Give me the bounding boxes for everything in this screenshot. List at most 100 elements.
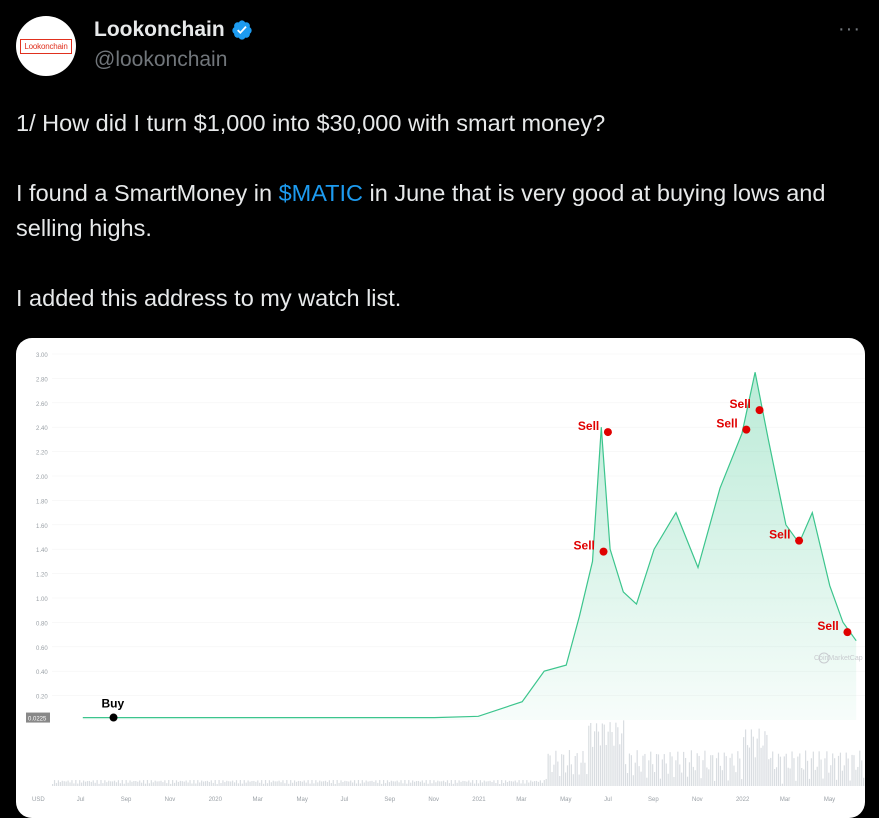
volume-bar: [710, 755, 712, 786]
volume-bar: [822, 778, 824, 786]
volume-bar: [592, 746, 594, 786]
volume-bar: [766, 734, 768, 786]
volume-bar: [772, 751, 774, 786]
more-options-icon[interactable]: ···: [838, 18, 861, 40]
volume-bar: [75, 780, 77, 786]
volume-bar: [141, 782, 143, 786]
volume-bar: [69, 782, 71, 786]
volume-bar: [381, 783, 383, 786]
cashtag-link[interactable]: $MATIC: [278, 180, 363, 206]
volume-bar: [268, 780, 270, 786]
x-tick-label: 2021: [472, 797, 486, 803]
volume-bar: [744, 729, 747, 786]
volume-bar: [580, 762, 582, 786]
volume-bar: [185, 780, 187, 786]
volume-bar: [640, 771, 642, 786]
series-line: [82, 372, 857, 719]
volume-bar: [384, 783, 387, 786]
volume-bar: [853, 755, 855, 786]
volume-bar: [274, 781, 276, 786]
volume-bar: [425, 780, 427, 786]
volume-bar: [417, 780, 420, 786]
volume-bar: [522, 780, 524, 786]
volume-bar: [297, 780, 300, 786]
volume-bar: [532, 781, 534, 786]
volume-bar: [468, 780, 470, 786]
volume-bar: [741, 779, 743, 786]
volume-bar: [636, 750, 638, 786]
volume-bar: [655, 754, 658, 786]
volume-bar: [491, 782, 493, 786]
volume-bar: [117, 780, 120, 786]
volume-bar: [142, 780, 145, 786]
watermark: CoinMarketCap: [814, 655, 863, 662]
volume-bar: [82, 780, 85, 786]
volume-bar: [253, 780, 255, 786]
x-tick-label: May: [560, 797, 571, 803]
volume-bar: [162, 782, 164, 786]
volume-bar: [441, 781, 443, 786]
volume-bar: [458, 780, 460, 786]
volume-bar: [673, 776, 675, 786]
volume-bar: [832, 753, 834, 786]
volume-bar: [55, 782, 58, 786]
volume-bar: [88, 780, 90, 786]
volume-bar: [247, 780, 249, 786]
volume-bar: [499, 783, 501, 786]
volume-bar: [340, 780, 342, 786]
volume-bar: [746, 745, 749, 786]
volume-bar: [363, 782, 365, 786]
volume-bar: [553, 764, 555, 786]
volume-bar: [545, 778, 547, 786]
tweet-text-segment: I found a SmartMoney in: [16, 180, 279, 206]
volume-bar: [477, 783, 480, 786]
volume-bar: [323, 781, 325, 786]
volume-bar: [632, 775, 634, 786]
volume-bar: [137, 781, 139, 786]
volume-bar: [315, 780, 317, 786]
y-tick-label: 2.40: [36, 426, 48, 432]
volume-bar: [669, 752, 671, 786]
volume-bar: [725, 756, 727, 786]
volume-bar: [172, 780, 174, 786]
volume-bar: [173, 782, 176, 786]
volume-bar: [561, 754, 563, 786]
volume-bar: [233, 782, 236, 786]
volume-bar: [206, 780, 209, 786]
volume-bar: [657, 754, 660, 786]
volume-bar: [63, 781, 65, 786]
volume-bar: [803, 769, 805, 786]
volume-bar: [166, 783, 168, 786]
volume-bar: [452, 783, 454, 786]
sell-marker: [603, 428, 612, 437]
volume-bar: [843, 765, 845, 786]
volume-bar: [688, 762, 691, 786]
volume-bar: [543, 780, 545, 786]
volume-bar: [684, 757, 687, 786]
volume-bar: [704, 750, 706, 786]
volume-bar: [148, 783, 150, 786]
volume-bar: [739, 758, 741, 786]
volume-bar: [597, 731, 600, 786]
volume-bar: [677, 751, 679, 786]
volume-bar: [849, 780, 851, 786]
volume-bar: [615, 722, 617, 786]
volume-bar: [261, 780, 263, 786]
volume-bar: [510, 781, 512, 786]
volume-bar: [295, 781, 298, 786]
volume-bar: [824, 758, 826, 786]
volume-bar: [675, 760, 677, 786]
volume-bar: [433, 780, 435, 786]
volume-bar: [377, 782, 379, 786]
author-handle[interactable]: @lookonchain: [94, 48, 228, 71]
volume-bar: [195, 783, 197, 786]
volume-bar: [77, 783, 79, 786]
tweet-media-chart[interactable]: 3.00 2.80 2.60 2.40 2.20 2.00 1.80 1.60 1.40 1.20…: [16, 338, 865, 818]
volume-bar: [342, 781, 344, 786]
volume-bar: [419, 781, 421, 786]
display-name[interactable]: Lookonchain: [94, 18, 225, 41]
volume-bar: [729, 757, 731, 786]
volume-bar: [814, 769, 816, 786]
avatar[interactable]: Lookonchain: [16, 16, 76, 76]
volume-bar: [793, 758, 795, 786]
